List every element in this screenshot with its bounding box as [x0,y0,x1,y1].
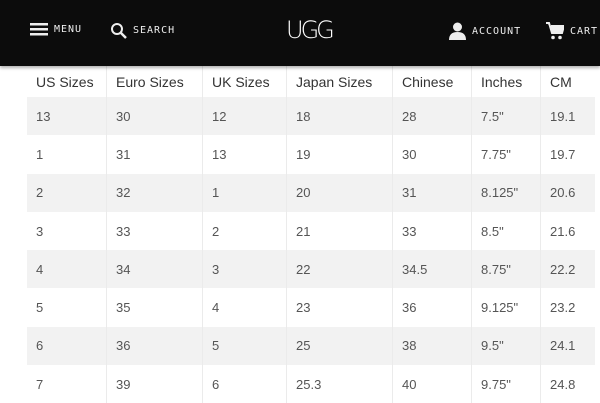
table-cell: 30 [107,97,203,136]
column-header: Euro Sizes [107,66,203,97]
table-cell: 25.3 [287,365,393,403]
table-cell: 8.125" [472,173,541,212]
table-cell: 7 [27,365,107,403]
table-cell: 28 [393,97,472,136]
table-cell: 33 [393,211,472,251]
table-cell: 34 [107,250,203,289]
table-cell: 9.5" [472,326,541,366]
menu-label: MENU [54,23,83,35]
table-cell: 30 [393,135,472,174]
table-cell: 33 [107,211,203,251]
table-cell: 13 [203,135,287,174]
table-cell: 22 [287,250,393,289]
table-cell: 25 [287,326,393,366]
table-cell: 13 [27,97,107,136]
table-cell: 3 [27,211,107,251]
table-cell: 7.75" [472,135,541,174]
table-cell: 23 [287,288,393,327]
table-cell: 23.2 [550,300,576,316]
table-cell: 35 [107,288,203,327]
table-cell: 4 [203,288,287,327]
table-cell: 5 [203,326,287,366]
table-row: 3 33 2 21 33 8.5" 21.6 [27,211,595,251]
size-chart-table: US Sizes Euro Sizes UK Sizes Japan Sizes… [27,66,595,403]
table-cell: 24.1 [550,338,576,354]
table-row: 5 35 4 23 36 9.125" 23.2 [27,288,595,327]
table-row: 7 39 6 25.3 40 9.75" 24.8 [27,365,595,403]
column-header: Japan Sizes [287,66,393,97]
cart-label: CART [570,25,599,37]
table-cell: 20 [287,173,393,212]
table-cell: 4 [27,250,107,289]
table-row: 4 34 3 22 34.5 8.75" 22.2 [27,250,595,289]
table-cell: 21 [287,211,393,251]
table-cell: 39 [107,365,203,403]
table-cell: 40 [393,365,472,403]
table-cell: 24.8 [550,376,576,392]
table-cell: 7.5" [472,97,541,136]
table-cell: 36 [393,288,472,327]
table-cell: 2 [203,211,287,251]
table-cell: 18 [287,97,393,136]
column-header: UK Sizes [203,66,287,97]
table-cell: 19 [287,135,393,174]
hamburger-menu-icon [30,23,48,36]
search-button[interactable]: SEARCH [110,22,175,39]
account-icon [449,22,466,40]
cart-button[interactable]: CART [546,22,598,40]
table-cell: 36 [107,326,203,366]
menu-button[interactable]: MENU [30,22,82,36]
top-navigation-bar: MENU SEARCH UGG ACCOUNT CART [0,0,600,66]
table-cell: 31 [107,135,203,174]
table-row: 2 32 1 20 31 8.125" 20.6 [27,173,595,212]
table-cell: 34.5 [393,250,472,289]
column-header: Chinese [393,66,472,97]
table-cell: 6 [27,326,107,366]
table-cell: 2 [27,173,107,212]
table-cell: 20.6 [550,185,576,201]
table-cell: 19.7 [550,146,576,162]
column-header: Inches [472,66,541,97]
column-header: US Sizes [27,66,107,97]
table-header-row: US Sizes Euro Sizes UK Sizes Japan Sizes… [27,66,595,97]
table-cell: 12 [203,97,287,136]
cart-icon [546,22,564,40]
table-cell: 1 [203,173,287,212]
table-cell: 31 [393,173,472,212]
table-cell: 1 [27,135,107,174]
table-row: 13 30 12 18 28 7.5" 19.1 [27,97,595,136]
table-cell: 32 [107,173,203,212]
table-cell: 19.1 [550,108,576,124]
account-label: ACCOUNT [472,25,522,37]
search-icon [111,23,127,39]
table-cell: 9.125" [472,288,541,327]
table-row: 1 31 13 19 30 7.75" 19.7 [27,135,595,174]
table-cell: 6 [203,365,287,403]
table-cell: 3 [203,250,287,289]
table-row: 6 36 5 25 38 9.5" 24.1 [27,326,595,366]
account-button[interactable]: ACCOUNT [449,22,521,40]
table-cell: 38 [393,326,472,366]
column-header: CM [550,73,572,90]
table-cell: 8.75" [472,250,541,289]
ugg-logo[interactable]: UGG [286,16,335,44]
table-cell: 21.6 [550,223,576,239]
table-cell: 8.5" [472,211,541,251]
table-cell: 22.2 [550,261,576,277]
table-cell: 9.75" [472,365,541,403]
table-cell: 5 [27,288,107,327]
search-label: SEARCH [133,25,176,36]
